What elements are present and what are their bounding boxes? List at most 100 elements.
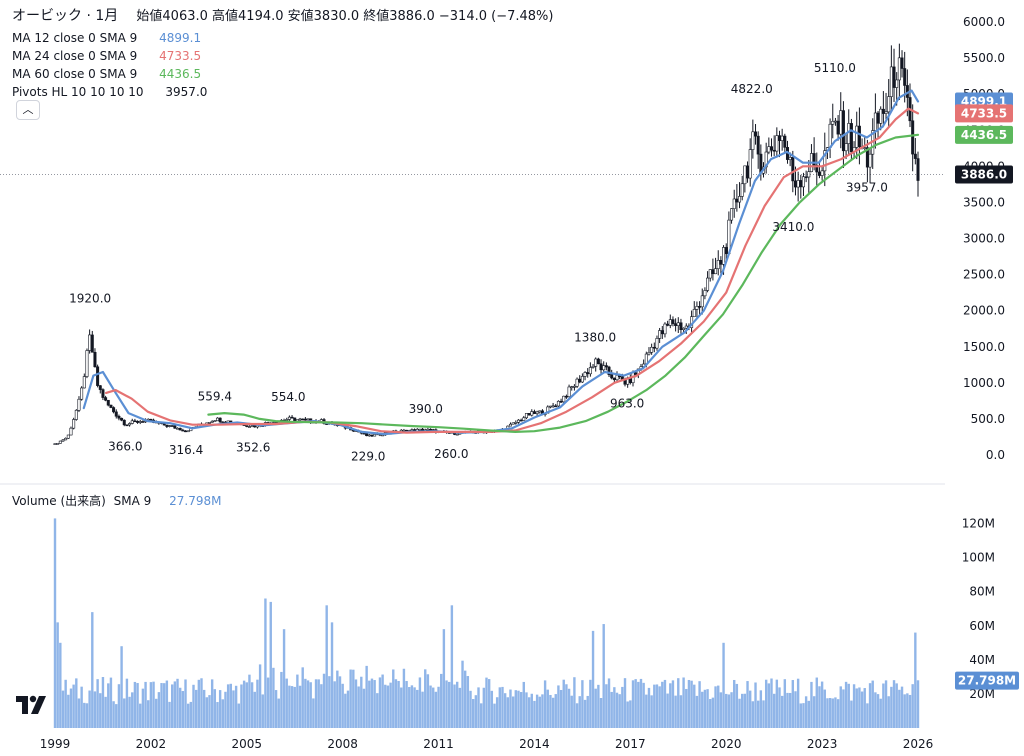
volume-bar (176, 678, 179, 728)
volume-bar (511, 696, 515, 728)
volume-bar (714, 686, 717, 728)
volume-bar (823, 689, 826, 728)
pivots-label: Pivots HL 10 10 10 10 (12, 85, 144, 99)
candle-body (301, 418, 305, 421)
candle-body (612, 377, 616, 381)
candle-body (287, 416, 291, 420)
volume-bar (152, 681, 155, 728)
legend-pivots[interactable]: Pivots HL 10 10 10 10 3957.0 (12, 84, 211, 100)
candle-body (370, 434, 374, 437)
volume-bar (914, 632, 917, 728)
volume-bar (738, 698, 741, 728)
candle-body (783, 135, 787, 148)
legend-ma24[interactable]: MA 24 close 0 SMA 9 4733.5 (12, 48, 205, 64)
ma12-value: 4899.1 (159, 31, 202, 45)
candle-body (120, 417, 124, 421)
candle-body (889, 66, 893, 97)
volume-bar (163, 683, 166, 728)
volume-bar (629, 700, 632, 728)
candle-body (900, 57, 904, 69)
volume-bar (184, 679, 187, 728)
pivot-labels: 1920.0 366.0 316.4 559.4 352.6 554.0 229.0 390.… (69, 61, 888, 463)
volume-bar (578, 696, 581, 728)
volume-bar (248, 674, 251, 728)
volume-bar (99, 693, 102, 728)
volume-bar (178, 687, 182, 728)
candle-body (133, 420, 137, 423)
volume-bar (709, 699, 712, 728)
time-tick-label: 1999 (40, 737, 71, 751)
volume-bar (780, 695, 784, 728)
volume-bar (205, 697, 209, 728)
volume-bar (535, 694, 539, 728)
volume-bar (490, 690, 494, 728)
volume-bar (812, 696, 816, 728)
volume-bar (916, 680, 920, 728)
volume-bar (67, 694, 70, 728)
volume-bar (416, 689, 419, 728)
candle-body (136, 420, 140, 423)
candle-body (101, 389, 105, 398)
volume-bar (509, 689, 512, 728)
candlesticks (53, 43, 920, 445)
candle-body (903, 68, 907, 86)
symbol-title[interactable]: オービック · 1月 (12, 8, 119, 24)
candle-body (508, 423, 512, 427)
legend-ma60[interactable]: MA 60 close 0 SMA 9 4436.5 (12, 66, 205, 82)
volume-bar (360, 676, 363, 728)
volume-bar (583, 699, 587, 728)
volume-bar (597, 684, 600, 728)
candle-body (130, 420, 134, 424)
volume-bar (503, 693, 507, 728)
ma24-label: MA 24 close 0 SMA 9 (12, 49, 138, 63)
volume-bar (141, 688, 145, 728)
volume-bar (386, 685, 390, 728)
volume-bar (170, 684, 174, 728)
volume-bar (879, 698, 882, 728)
volume-bar (72, 684, 75, 728)
volume-bar (690, 680, 693, 728)
candle-body (141, 421, 145, 423)
volume-bar (533, 700, 536, 728)
volume-bar (575, 703, 579, 728)
volume-bar (144, 681, 147, 728)
candle-body (285, 419, 289, 421)
candle-body (365, 432, 369, 437)
volume-bar (325, 605, 328, 728)
volume-bar (855, 688, 858, 728)
volume-bar (900, 686, 904, 728)
candle-body (791, 157, 795, 182)
volume-bar (112, 701, 115, 728)
pivot-low-label: 3957.0 (846, 180, 888, 194)
candle-body (181, 429, 185, 432)
volume-bar (304, 678, 307, 728)
candle-body (823, 150, 827, 172)
volume-bar (791, 680, 795, 728)
pivot-high-label: 1920.0 (69, 291, 111, 305)
collapse-legend-button[interactable]: ︿ (16, 100, 40, 120)
volume-bar (330, 622, 334, 728)
candle-body (660, 330, 664, 335)
candle-body (722, 247, 726, 265)
legend-volume[interactable]: Volume (出来高) SMA 9 27.798M (12, 493, 225, 509)
volume-bar (173, 681, 177, 728)
candle-body (293, 417, 297, 422)
volume-bar (469, 690, 472, 728)
volume-bar (538, 696, 541, 728)
candle-body (410, 429, 414, 431)
candle-body (455, 433, 459, 436)
price-tick-label: 1500.0 (963, 340, 1005, 354)
volume-bar (277, 698, 280, 728)
volume-tick-label: 20M (969, 687, 995, 701)
volume-bar (666, 693, 669, 728)
volume-bar (210, 679, 214, 728)
legend-ma12[interactable]: MA 12 close 0 SMA 9 4899.1 (12, 30, 205, 46)
time-tick-label: 2014 (519, 737, 550, 751)
candle-body (524, 413, 528, 419)
candle-body (663, 323, 667, 335)
tradingview-logo-icon[interactable] (14, 690, 48, 718)
volume-bar (890, 686, 893, 728)
candle-body (373, 434, 377, 437)
candle-body (820, 170, 824, 176)
